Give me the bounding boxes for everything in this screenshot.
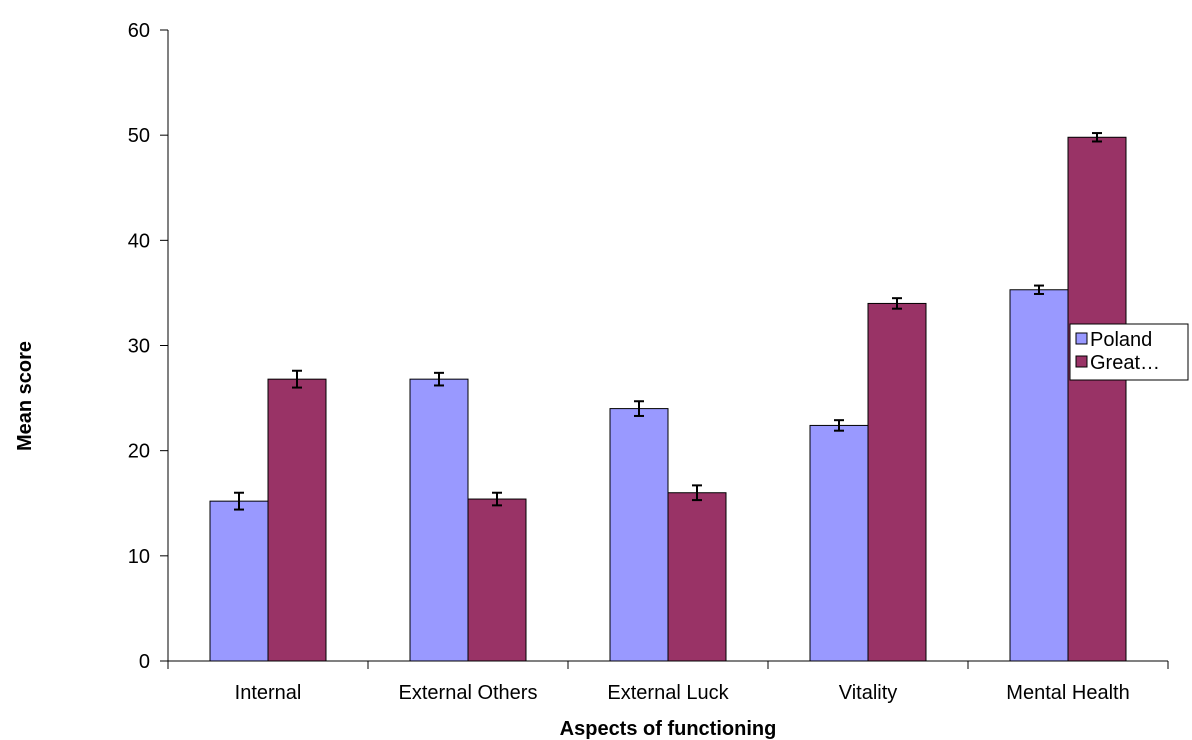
bar-poland — [609, 408, 669, 662]
x-tick-label: External Luck — [607, 682, 729, 704]
bar-great — [667, 492, 727, 662]
x-axis: Internal External Others External Luck Vita… — [167, 660, 1169, 704]
bar-great — [867, 302, 927, 662]
x-tick-label: Mental Health — [1006, 682, 1129, 704]
y-tick-label: 50 — [128, 125, 150, 147]
bar-great — [1067, 136, 1127, 662]
bar-poland — [1009, 289, 1069, 662]
y-tick-label: 10 — [128, 546, 150, 568]
x-axis-title: Aspects of functioning — [560, 718, 777, 740]
y-tick-label: 60 — [128, 20, 150, 42]
legend-label: Poland — [1090, 329, 1152, 351]
bar-poland — [409, 378, 469, 662]
bar-poland — [809, 424, 869, 662]
legend-swatch — [1075, 355, 1088, 368]
y-tick-label: 30 — [128, 336, 150, 358]
bar-great — [467, 498, 527, 662]
legend: PolandGreat… — [1069, 323, 1189, 381]
legend-label: Great… — [1090, 352, 1160, 374]
bar-poland — [209, 500, 269, 662]
x-tick-label: External Others — [399, 682, 538, 704]
x-tick-label: Vitality — [839, 682, 898, 704]
legend-box — [1069, 323, 1189, 381]
y-axis-title: Mean score — [14, 341, 36, 451]
error-bars — [234, 132, 1102, 511]
bars — [209, 136, 1127, 662]
y-axis: 0 10 20 30 40 50 60 — [128, 20, 169, 673]
legend-swatch — [1075, 332, 1088, 345]
bar-great — [267, 378, 327, 662]
y-tick-label: 0 — [139, 651, 150, 673]
y-tick-label: 20 — [128, 441, 150, 463]
y-tick-label: 40 — [128, 230, 150, 252]
x-tick-label: Internal — [235, 682, 302, 704]
